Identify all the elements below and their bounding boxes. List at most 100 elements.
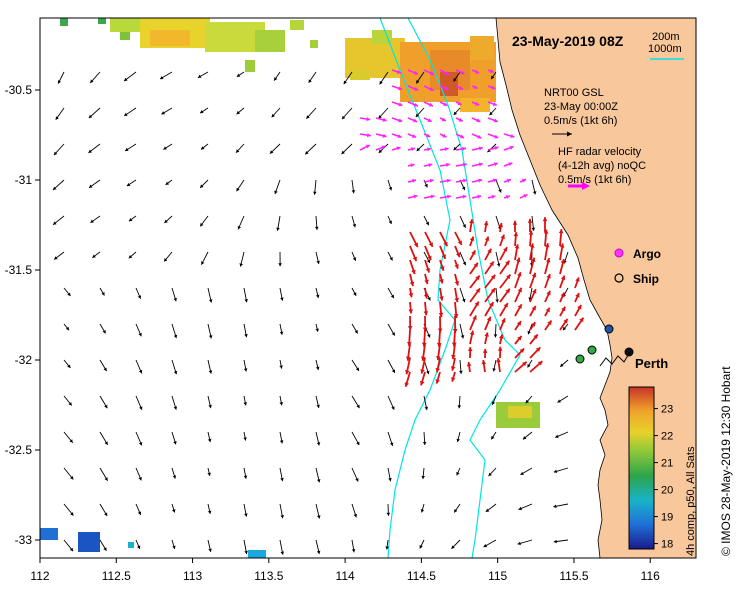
- hf-arrow: [514, 303, 523, 317]
- hf-arrow: [496, 358, 501, 373]
- x-tick-label: 113.5: [254, 569, 283, 583]
- model-arrow: [387, 359, 396, 374]
- model-arrow: [243, 287, 248, 303]
- magenta-arrow: [439, 147, 449, 152]
- model-arrow: [459, 215, 466, 228]
- model-arrow: [493, 323, 498, 338]
- model-arrow: [525, 395, 533, 404]
- hf-arrow: [424, 273, 429, 285]
- model-arrow: [453, 71, 461, 82]
- x-axis: 112 112.5 113 113.5 114 114.5 115 115.5 116: [30, 558, 660, 583]
- hf-arrow: [424, 231, 434, 248]
- model-arrow: [197, 71, 209, 79]
- y-tick-label: -31: [15, 173, 33, 187]
- plot-frame: [39, 17, 697, 559]
- model-arrow: [387, 467, 392, 482]
- hf-arrow: [574, 304, 582, 317]
- hf-arrow: [424, 259, 431, 273]
- y-tick-label: -31.5: [5, 263, 33, 277]
- model-arrow: [135, 395, 143, 410]
- model-arrow: [123, 71, 137, 82]
- magenta-arrow: [503, 195, 511, 200]
- magenta-arrow: [487, 178, 498, 183]
- sst-patch-north-west: [60, 18, 318, 72]
- hf-arrow: [544, 319, 553, 331]
- magenta-arrow: [391, 117, 403, 123]
- magenta-arrow: [375, 117, 387, 122]
- model-arrow: [421, 467, 425, 480]
- hf-arrow: [484, 236, 490, 247]
- magenta-velocity-arrows: [359, 69, 528, 200]
- model-arrow: [99, 395, 108, 409]
- model-arrow: [128, 215, 137, 222]
- hf-arrow: [439, 231, 449, 247]
- model-arrow: [271, 107, 281, 118]
- model-arrow: [315, 539, 321, 555]
- model-arrow: [63, 539, 74, 552]
- model-arrow: [207, 431, 212, 443]
- model-arrow: [207, 395, 212, 409]
- hf-arrow: [439, 273, 444, 284]
- model-arrow: [492, 359, 497, 372]
- model-arrow: [517, 539, 533, 546]
- model-arrow: [351, 359, 360, 372]
- model-arrow: [387, 215, 392, 225]
- model-arrow: [164, 215, 173, 224]
- model-arrow: [488, 467, 497, 477]
- hf-arrow: [469, 219, 474, 233]
- magenta-arrow: [359, 117, 371, 122]
- model-legend-arrow: [552, 131, 572, 137]
- hf-arrow: [435, 371, 441, 384]
- hf-arrow: [405, 357, 411, 375]
- magenta-arrow: [455, 69, 465, 75]
- hf-arrow: [529, 321, 537, 331]
- y-tick-label: -30.5: [5, 83, 33, 97]
- hf-arrow: [422, 315, 428, 332]
- hf-arrow: [499, 288, 511, 303]
- model-arrow: [483, 539, 497, 548]
- hf-arrow: [514, 257, 521, 275]
- colorbar-tick-label: 19: [661, 512, 673, 524]
- model-arrow: [99, 359, 107, 372]
- hf-arrow: [423, 287, 429, 299]
- hf-arrow: [483, 221, 489, 233]
- model-arrow: [351, 431, 360, 446]
- magenta-arrow: [455, 178, 467, 183]
- hf-arrow: [514, 244, 520, 261]
- model-arrow: [313, 179, 317, 195]
- magenta-arrow: [391, 146, 401, 151]
- hf-arrow: [499, 234, 505, 247]
- magenta-arrow: [487, 162, 499, 167]
- model-arrow: [239, 251, 245, 267]
- hf-arrow: [451, 343, 456, 360]
- model-arrow: [63, 431, 74, 444]
- model-arrow: [315, 251, 320, 265]
- credit-text: © IMOS 28-May-2019 12:30 Hobart: [719, 366, 733, 556]
- hf-arrow: [404, 371, 411, 388]
- hf-arrow: [469, 236, 475, 247]
- magenta-arrow: [407, 69, 419, 75]
- hf-arrow: [454, 273, 460, 286]
- model-arrow: [343, 71, 353, 85]
- station-marker-blue: [604, 324, 614, 334]
- model-arrow: [89, 71, 101, 84]
- model-arrow: [341, 143, 353, 155]
- hf-arrow: [544, 257, 551, 275]
- station-marker-green-1: [587, 345, 597, 355]
- city-label-perth: Perth: [635, 356, 668, 371]
- y-axis: -30.5 -31 -31.5 -32 -32.5 -33: [5, 83, 40, 547]
- model-arrow: [387, 287, 395, 299]
- hf-arrow: [439, 245, 447, 260]
- model-arrow: [269, 143, 281, 154]
- model-arrow: [555, 431, 569, 438]
- colorbar-tick-label: 18: [661, 539, 673, 551]
- hf-arrow: [544, 290, 551, 303]
- colorbar: [628, 386, 655, 550]
- model-arrow: [457, 395, 462, 409]
- magenta-arrow: [503, 145, 514, 151]
- model-arrow: [420, 503, 425, 513]
- model-arrow: [200, 251, 209, 265]
- hf-arrow: [484, 261, 495, 275]
- hf-arrow: [438, 301, 444, 318]
- hf-arrow: [559, 318, 569, 331]
